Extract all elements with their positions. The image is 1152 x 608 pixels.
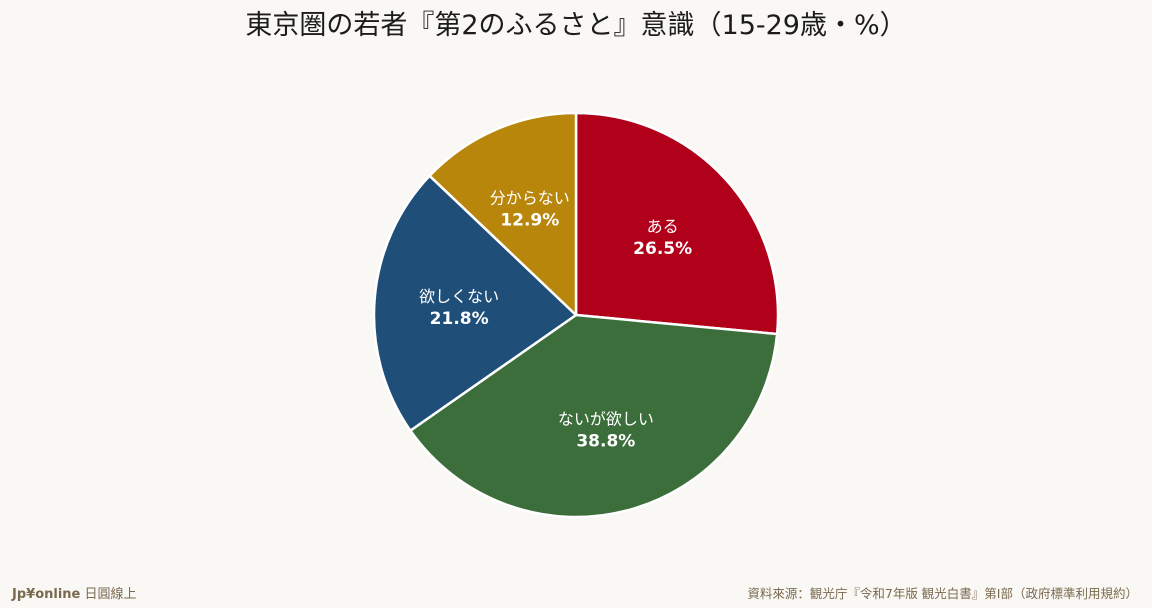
pie-labels: ある 26.5% ないが欲しい 38.8% 欲しくない 21.8% 分からない 12.9% [419, 188, 692, 451]
slice-value-label: 26.5% [633, 239, 692, 259]
chart-title: 東京圏の若者『第2のふるさと』意識（15-29歳・%） [245, 10, 907, 41]
slice-category-label: 分からない [490, 188, 570, 207]
slice-category-label: 欲しくない [419, 287, 499, 306]
pie-slice [372, 174, 578, 432]
slice-category-label: ないが欲しい [558, 409, 654, 428]
brand-name: Jp¥online [12, 587, 81, 602]
pie-slice [409, 313, 779, 519]
pie-slices [372, 111, 780, 519]
pie-slice [574, 111, 780, 336]
brand-credit: Jp¥online 日圓線上 [12, 583, 137, 602]
slice-value-label: 21.8% [430, 309, 489, 329]
pie-slice [428, 111, 578, 317]
slice-value-label: 12.9% [500, 210, 559, 230]
source-note: 資料來源：観光庁『令和7年版 観光白書』第Ⅰ部（政府標準利用規約） [747, 586, 1138, 601]
slice-value-label: 38.8% [576, 431, 635, 451]
brand-subtitle: 日圓線上 [84, 587, 137, 602]
slice-category-label: ある [647, 217, 679, 236]
